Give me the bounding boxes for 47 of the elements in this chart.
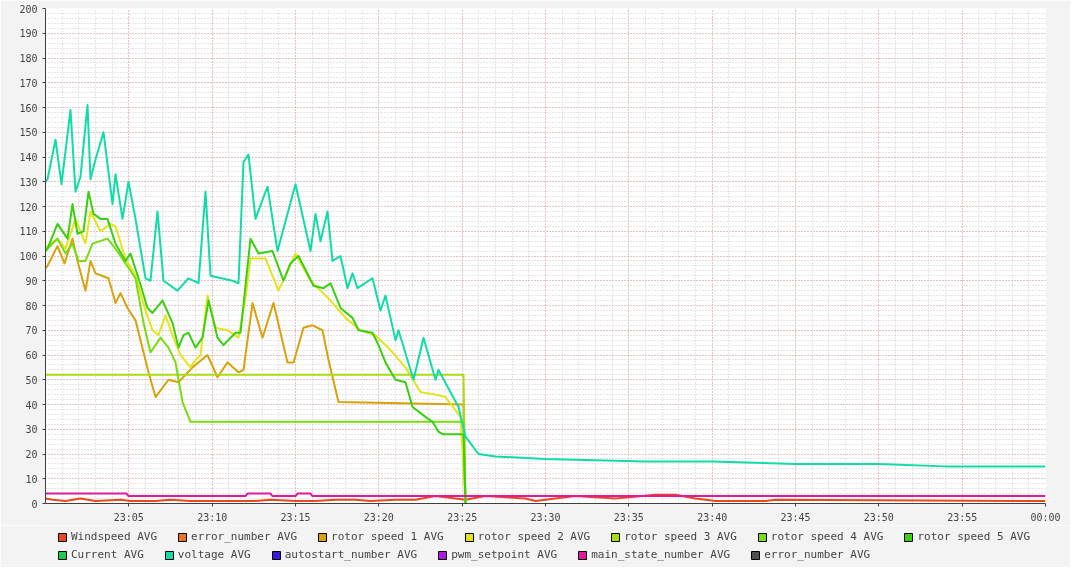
y-tick-label: 20 bbox=[25, 449, 38, 460]
legend-label: error_number AVG bbox=[764, 548, 871, 561]
y-tick-label: 200 bbox=[19, 3, 38, 15]
legend-label: rotor speed 2 AVG bbox=[477, 530, 591, 543]
legend-label: Current AVG bbox=[71, 548, 144, 561]
legend-label: rotor speed 3 AVG bbox=[624, 530, 737, 543]
legend-label: rotor speed 4 AVG bbox=[770, 530, 884, 543]
x-tick-label: 23:45 bbox=[780, 511, 811, 523]
y-tick-label: 60 bbox=[25, 350, 38, 361]
y-tick-label: 150 bbox=[19, 127, 38, 139]
y-tick-label: 140 bbox=[19, 152, 38, 163]
y-tick-label: 110 bbox=[19, 226, 38, 238]
y-tick-label: 160 bbox=[19, 102, 38, 114]
x-tick-label: 23:55 bbox=[947, 511, 978, 523]
y-tick-label: 0 bbox=[31, 498, 38, 510]
x-tick-label: 23:35 bbox=[613, 511, 644, 523]
legend-label: voltage AVG bbox=[177, 548, 251, 561]
y-tick-label: 100 bbox=[19, 251, 38, 262]
x-tick-label: 23:40 bbox=[697, 511, 728, 523]
y-tick-label: 30 bbox=[25, 424, 38, 436]
y-tick-label: 120 bbox=[19, 201, 38, 213]
x-tick-label: 23:25 bbox=[447, 511, 478, 523]
y-tick-label: 10 bbox=[25, 473, 38, 485]
legend-label: autostart_number AVG bbox=[284, 548, 418, 561]
legend-label: pwm_setpoint AVG bbox=[451, 548, 558, 561]
legend-label: rotor speed 1 AVG bbox=[331, 530, 444, 543]
x-tick-label: 23:15 bbox=[280, 511, 311, 523]
y-tick-label: 170 bbox=[19, 77, 38, 89]
y-tick-label: 40 bbox=[25, 399, 38, 411]
x-tick-label: 23:05 bbox=[113, 511, 144, 523]
x-tick-label: 00:00 bbox=[1030, 511, 1061, 523]
legend-label: Windspeed AVG bbox=[71, 530, 158, 543]
y-tick-label: 190 bbox=[19, 28, 38, 40]
y-tick-label: 50 bbox=[25, 374, 38, 386]
y-tick-label: 180 bbox=[19, 53, 38, 64]
x-tick-label: 23:10 bbox=[197, 511, 228, 523]
y-tick-label: 80 bbox=[25, 300, 38, 312]
y-tick-label: 130 bbox=[19, 176, 38, 188]
x-tick-label: 23:20 bbox=[363, 511, 394, 523]
x-tick-label: 23:30 bbox=[530, 511, 561, 523]
legend-label: rotor speed 5 AVG bbox=[917, 530, 1031, 543]
line-series bbox=[45, 104, 1046, 468]
legend-label: error_number AVG bbox=[191, 530, 298, 543]
x-tick-label: 23:50 bbox=[863, 511, 894, 523]
legend-label: main_state_number AVG bbox=[591, 548, 731, 561]
y-tick-label: 90 bbox=[25, 275, 38, 287]
y-tick-label: 70 bbox=[25, 325, 38, 337]
